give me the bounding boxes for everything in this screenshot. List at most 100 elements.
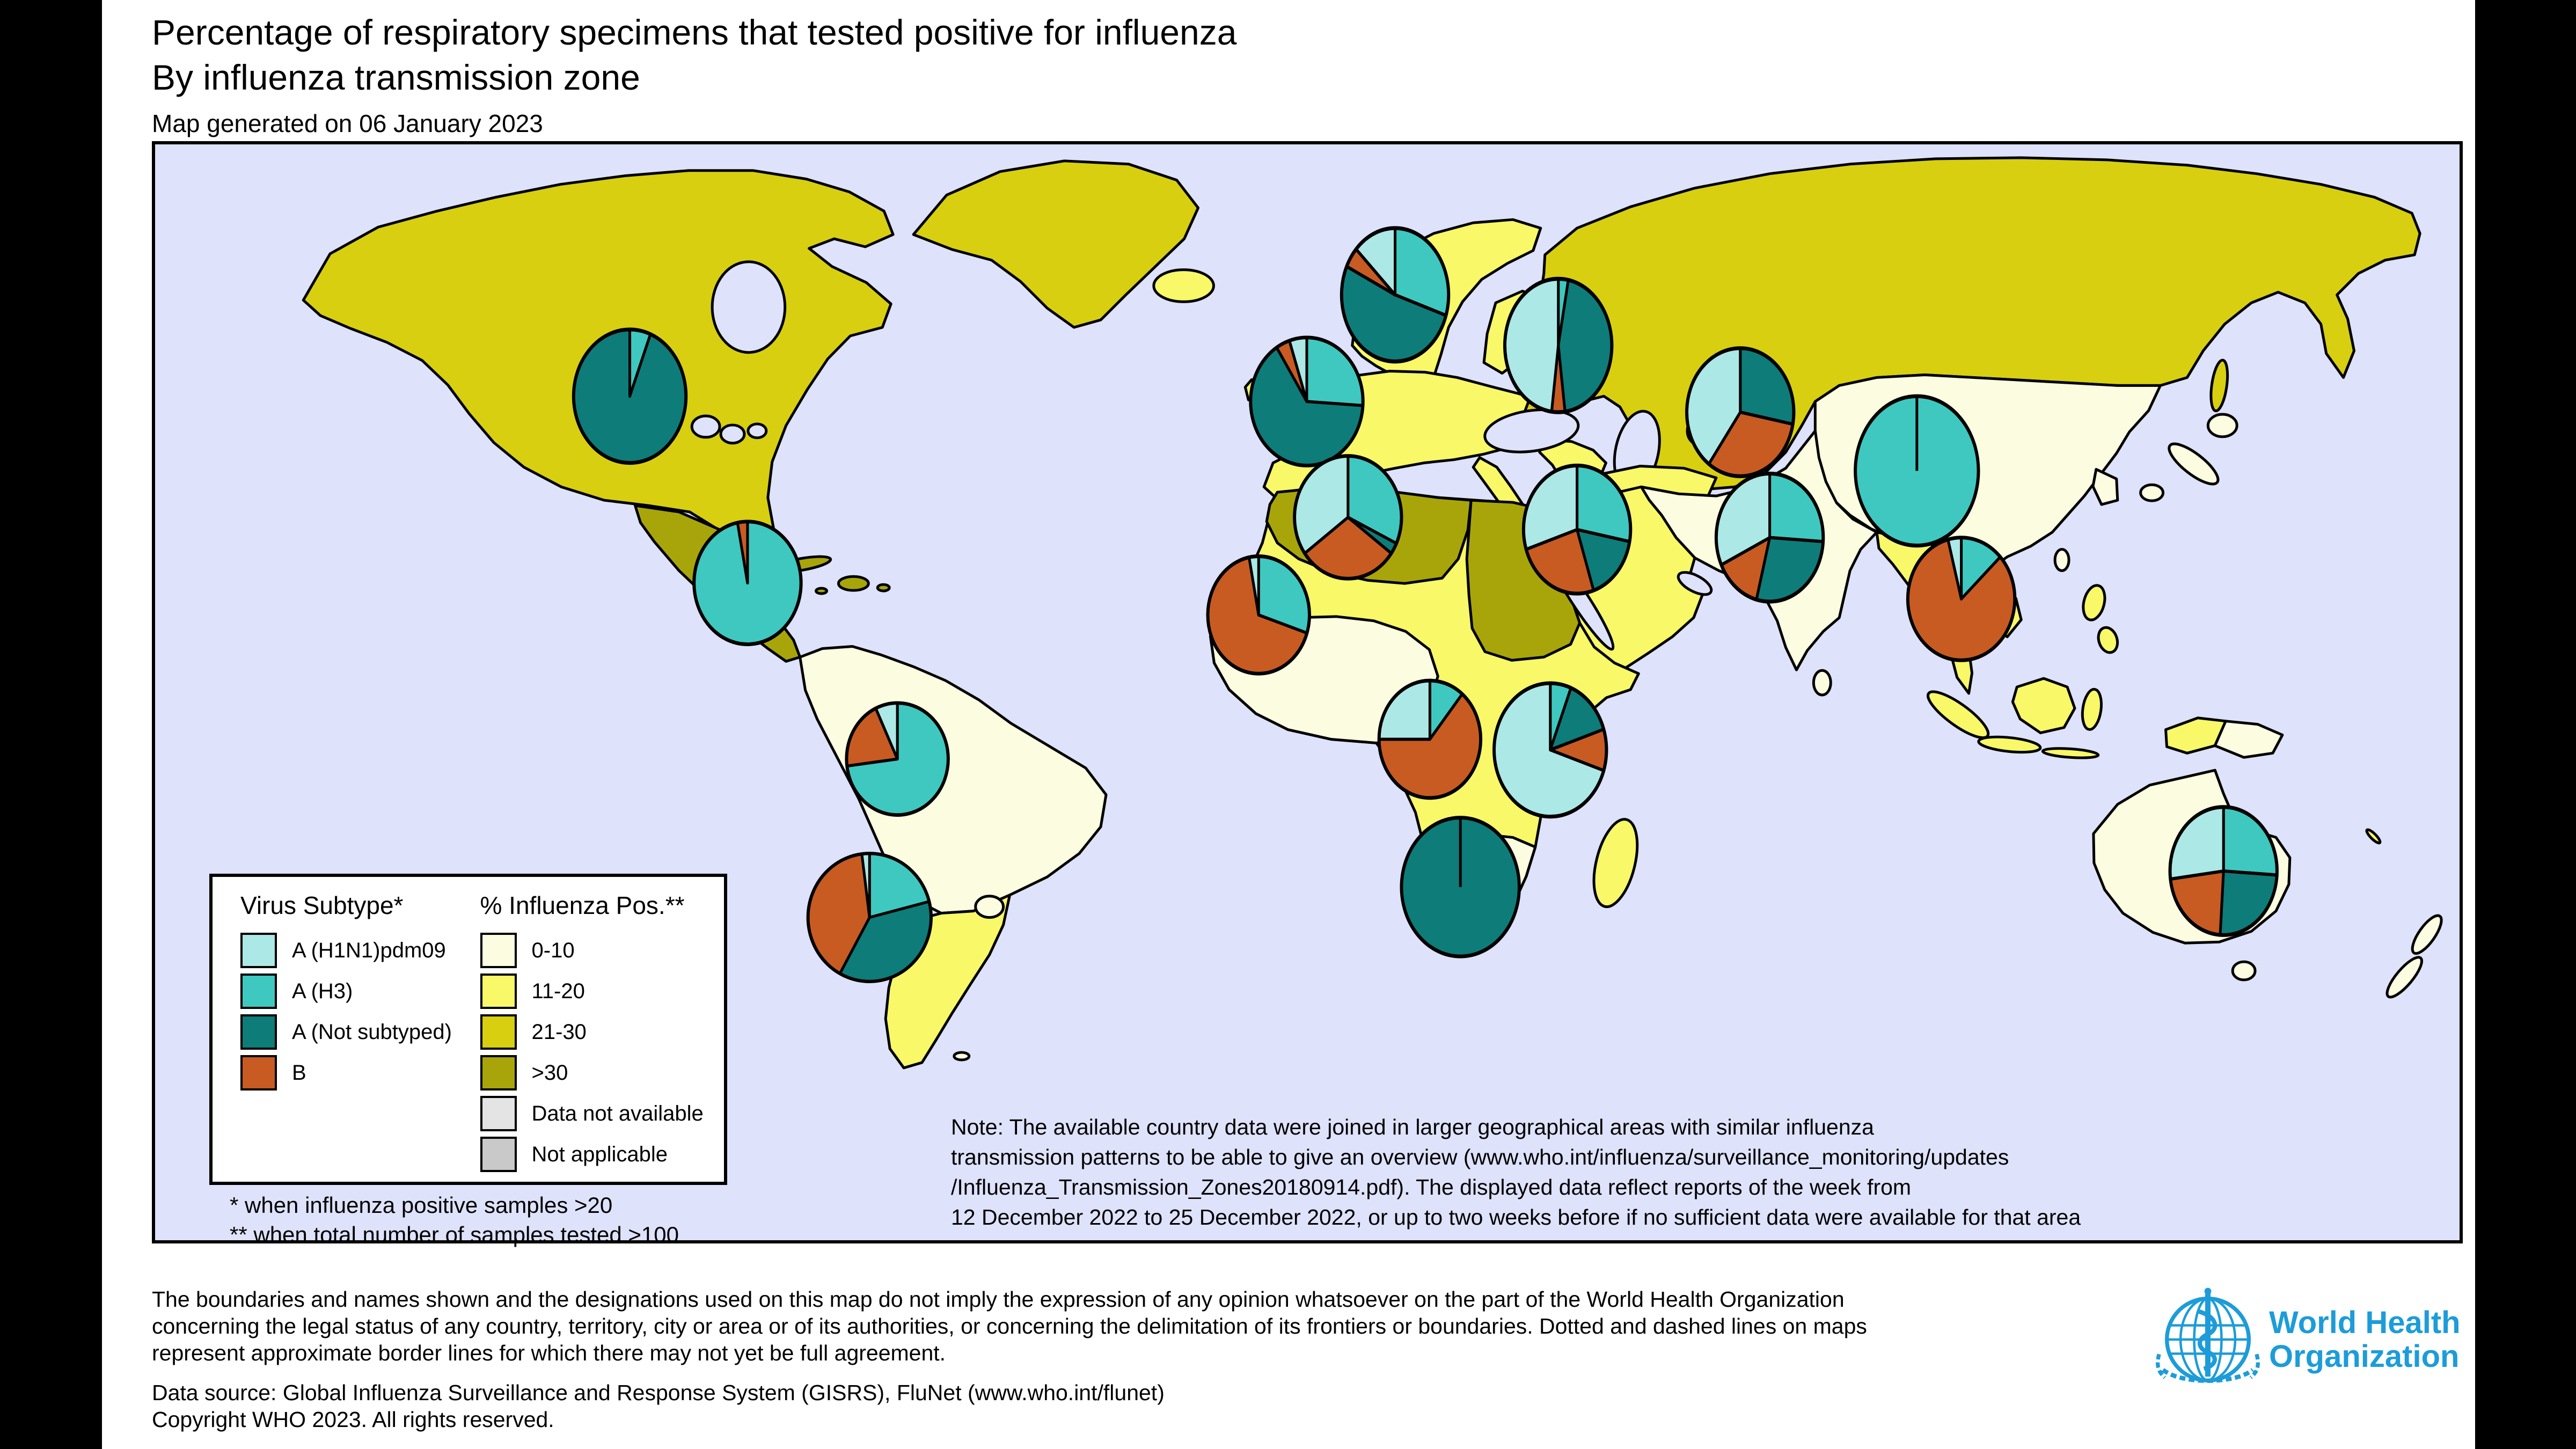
legend-virus-swatch-h3 (240, 974, 277, 1009)
legend-pos-label-pos_11_20: 11-20 (531, 979, 585, 1003)
legend-virus-item-a_not_subtyped: A (Not subtyped) (240, 1014, 480, 1050)
legend-virus-title: Virus Subtype* (240, 891, 404, 919)
region-philippines-mindanao (2097, 626, 2119, 654)
legend-virus-swatch-a_not_subtyped (240, 1014, 277, 1050)
legend-virus-label-h3: A (H3) (292, 979, 353, 1003)
region-korea (2091, 467, 2119, 506)
region-great-lake-michigan (719, 423, 746, 445)
page-title-line2: By influenza transmission zone (152, 57, 640, 97)
legend-footnotes: * when influenza positive samples >20 **… (230, 1190, 679, 1249)
who-logo-text-line2: Organization (2269, 1339, 2460, 1374)
page-title-line1: Percentage of respiratory specimens that… (152, 12, 1237, 52)
region-great-lake-superior (690, 414, 721, 439)
region-new-zealand-north (2411, 914, 2443, 955)
legend-pos-swatch-pos_gt_30 (480, 1055, 517, 1091)
pie-northern-europe (1340, 226, 1451, 364)
map-note: Note: The available country data were jo… (951, 1112, 2081, 1232)
legend-pos-label-pos_21_30: 21-30 (531, 1020, 587, 1044)
legend-virus-swatch-b (240, 1055, 277, 1091)
pie-slice-h3 (1854, 394, 1980, 548)
legend-virus-item-h3: A (H3) (240, 974, 480, 1009)
region-taiwan (2053, 548, 2070, 572)
region-persian-gulf (1677, 571, 1713, 596)
region-puerto-rico (876, 583, 891, 592)
legend-virus-item-b: B (240, 1055, 480, 1091)
region-java (1977, 735, 2042, 754)
legend-pos-swatch-pos_11_20 (480, 974, 517, 1009)
pie-central-asia (1685, 346, 1796, 478)
legend-pos-swatch-pos_0_10 (480, 933, 517, 968)
legend-pos-item-pos_gt_30: >30 (480, 1055, 720, 1091)
disclaimer-line3: represent approximate border lines for w… (152, 1341, 946, 1365)
legend-pos-swatch-data_not_available (480, 1096, 517, 1131)
pie-east-asia (1854, 394, 1980, 548)
pie-east-africa (1492, 681, 1608, 819)
pie-tropical-south-america (845, 701, 950, 817)
region-japan-hokkaido (2206, 413, 2238, 438)
pie-southern-asia (1714, 471, 1825, 604)
legend-pos-label-not_applicable: Not applicable (531, 1142, 668, 1166)
pie-southern-africa (1400, 816, 1521, 958)
title-block: Percentage of respiratory specimens that… (152, 10, 1236, 140)
who-emblem-icon (2156, 1287, 2260, 1383)
who-logo-text-line1: World Health (2269, 1305, 2461, 1340)
pie-temperate-south-america (806, 852, 933, 983)
region-great-lake-ontario (747, 422, 768, 440)
legend-pos-item-pos_21_30: 21-30 (480, 1014, 720, 1050)
legend-virus-label-a_not_subtyped: A (Not subtyped) (292, 1020, 452, 1044)
region-new-zealand-south (2385, 956, 2424, 999)
legend-virus-item-h1n1: A (H1N1)pdm09 (240, 933, 480, 968)
legend-virus-label-h1n1: A (H1N1)pdm09 (292, 938, 446, 962)
footer-block: The boundaries and names shown and the d… (152, 1286, 1867, 1433)
region-new-caledonia (2365, 828, 2382, 845)
legend-pos-swatch-not_applicable (480, 1137, 517, 1172)
legend-virus-label-b: B (292, 1060, 306, 1085)
region-new-guinea-west (2164, 716, 2227, 755)
map-generated-date: Map generated on 06 January 2023 (152, 109, 543, 137)
region-iceland (1152, 268, 1215, 303)
legend-pos-swatch-pos_21_30 (480, 1014, 517, 1050)
legend-positivity-column: % Influenza Pos.** 0-10 11-20 21-30 >30 Data… (480, 891, 720, 1177)
world-map (152, 141, 2463, 1243)
region-new-guinea-east (2213, 720, 2284, 759)
pie-middle-africa (1377, 678, 1483, 800)
map-note-line3: /Influenza_Transmission_Zones20180914.pd… (951, 1175, 1912, 1199)
data-source-line: Data source: Global Influenza Surveillan… (152, 1380, 1165, 1405)
region-falkland-islands (953, 1051, 971, 1062)
legend-pos-label-data_not_available: Data not available (531, 1101, 704, 1125)
disclaimer-line2: concerning the legal status of any count… (152, 1314, 1867, 1338)
region-japan-honshu (2168, 442, 2220, 486)
pie-southeast-asia (1906, 536, 2017, 662)
region-philippines-luzon (2082, 584, 2106, 621)
legend-pos-item-pos_0_10: 0-10 (480, 933, 720, 968)
pie-north-africa (1293, 454, 1403, 581)
region-greenland (912, 159, 1200, 329)
region-japan-kyushu (2139, 483, 2165, 502)
map-note-line4: 12 December 2022 to 25 December 2022, or… (951, 1205, 2081, 1230)
pie-north-america (572, 327, 688, 465)
legend-pos-item-data_not_available: Data not available (480, 1096, 720, 1131)
disclaimer-line1: The boundaries and names shown and the d… (152, 1287, 1845, 1312)
pie-eastern-europe (1503, 276, 1614, 414)
region-madagascar (1592, 818, 1639, 909)
pie-western-asia (1521, 463, 1633, 596)
legend-box: Virus Subtype* A (H1N1)pdm09 A (H3) A (Not… (209, 874, 727, 1185)
who-logo: World Health Organization (2154, 1286, 2461, 1393)
legend-footnote-1: * when influenza positive samples >20 (230, 1192, 613, 1218)
legend-pos-label-pos_0_10: 0-10 (531, 938, 575, 962)
region-hispaniola (837, 575, 870, 592)
pie-west-africa (1206, 554, 1311, 676)
legend-virus-column: Virus Subtype* A (H1N1)pdm09 A (H3) A (Not… (240, 891, 480, 1177)
legend-virus-swatch-h1n1 (240, 933, 277, 968)
region-black-sea (1483, 408, 1580, 453)
legend-footnote-2: ** when total number of samples tested >… (230, 1222, 679, 1247)
map-note-line2: transmission patterns to be able to give… (951, 1145, 2009, 1169)
pie-western-europe (1249, 335, 1365, 467)
legend-positivity-title: % Influenza Pos.** (480, 891, 685, 919)
region-jamaica (815, 587, 828, 595)
legend-pos-item-pos_11_20: 11-20 (480, 974, 720, 1009)
region-lesser-sunda-islands (2041, 747, 2100, 759)
pie-oceania (2168, 805, 2279, 937)
map-note-line1: Note: The available country data were jo… (951, 1115, 1874, 1139)
